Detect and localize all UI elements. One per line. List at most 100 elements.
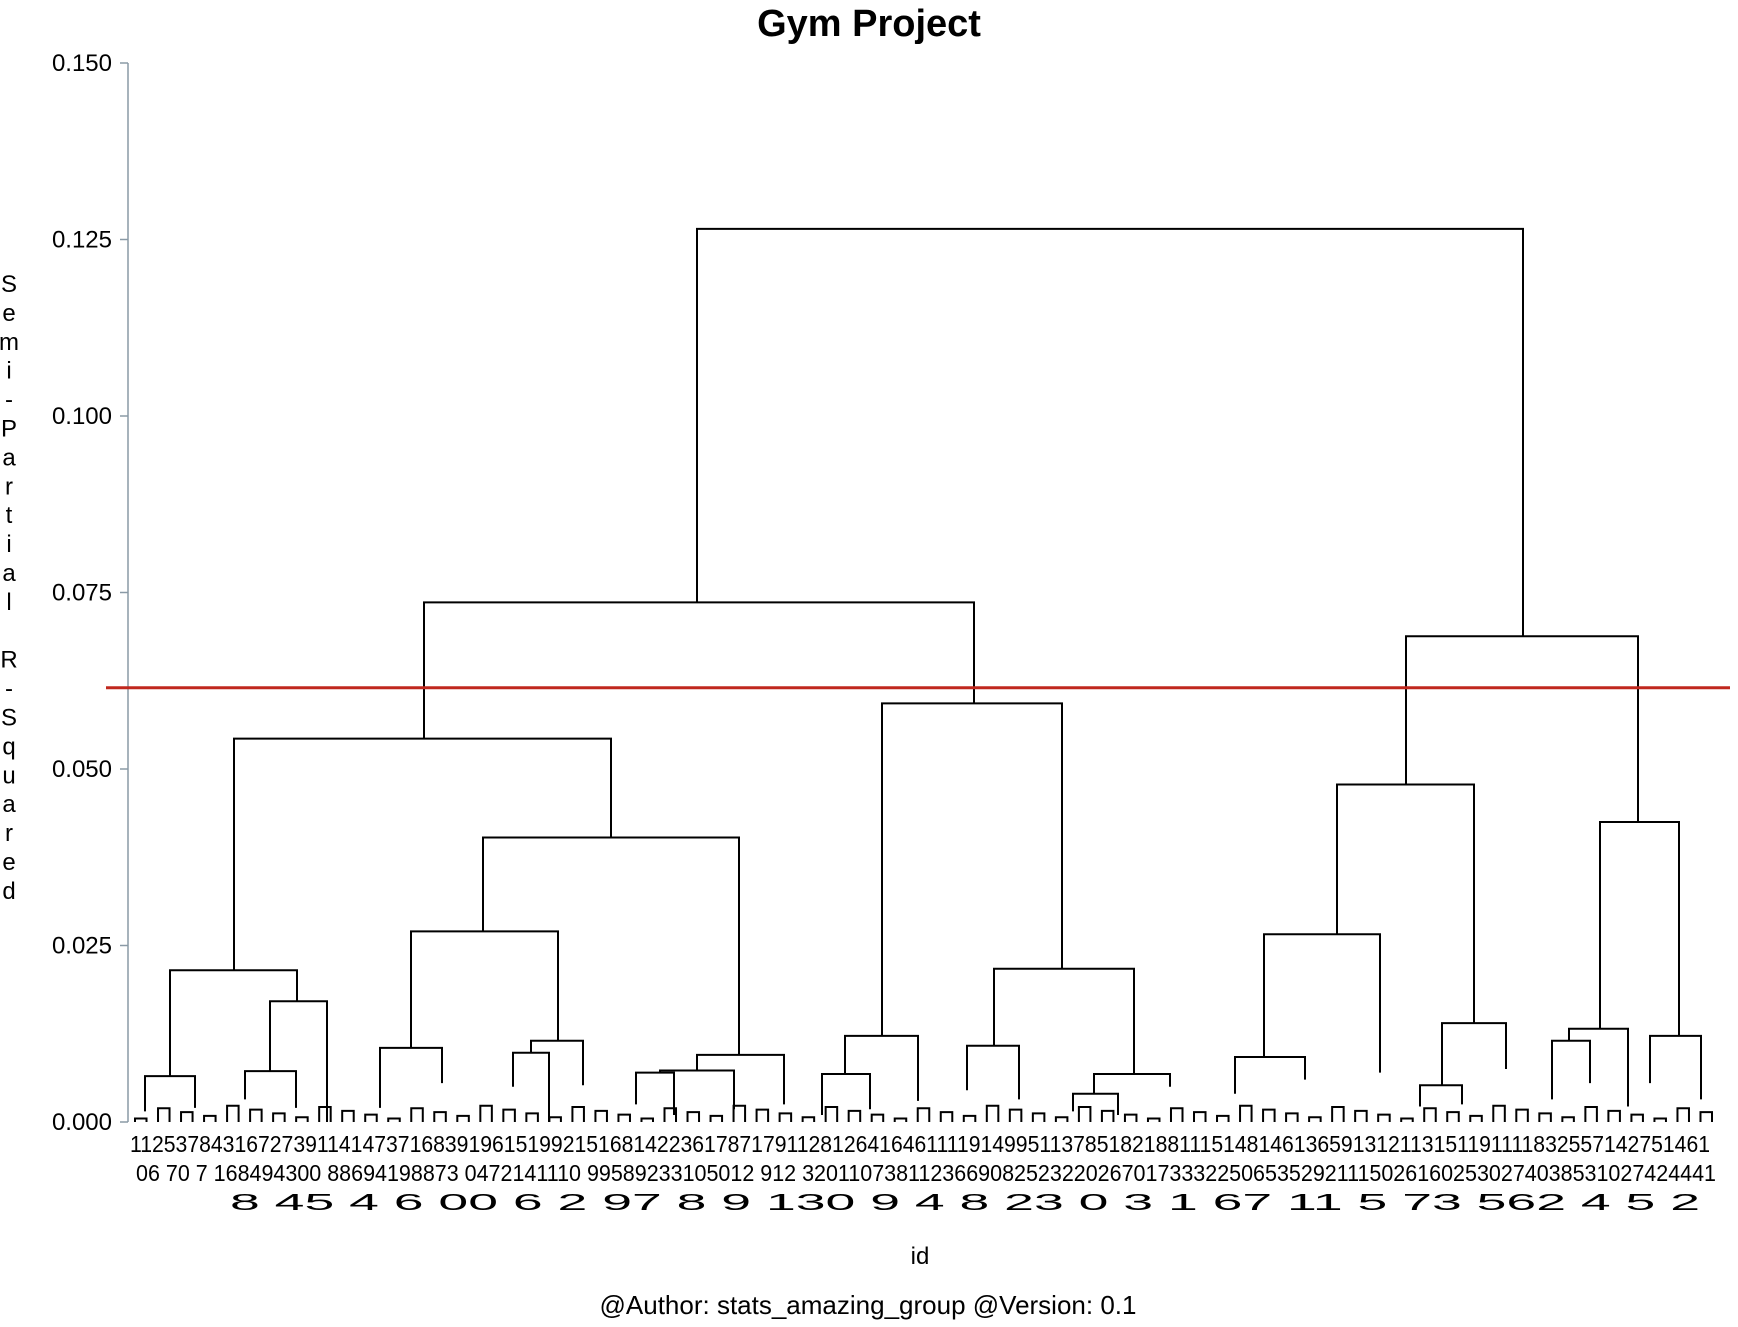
dendrogram-link (847, 1109, 862, 1122)
y-axis-label-char: u (2, 762, 15, 789)
dendrogram-link (1584, 1106, 1598, 1122)
dendrogram-link (617, 1113, 631, 1122)
y-tick-label: 0.075 (52, 580, 112, 607)
dendrogram-link (410, 1107, 424, 1122)
dendrogram-link (635, 1071, 675, 1115)
dendrogram-link (1400, 1117, 1414, 1122)
dendrogram-link (1216, 1114, 1230, 1122)
dendrogram-link (180, 1111, 194, 1122)
dendrogram-link (1599, 820, 1680, 1036)
dendrogram-link (755, 1108, 770, 1122)
dendrogram-link (341, 1109, 355, 1122)
y-axis-label-char: a (2, 791, 16, 818)
y-axis-label-char: q (2, 733, 15, 760)
dendrogram-link (1123, 1113, 1138, 1122)
y-axis-label-char: S (1, 705, 17, 732)
dendrogram-link (1331, 1106, 1345, 1122)
dendrogram-link (571, 1106, 585, 1122)
y-axis: 0.000 0.025 0.050 0.075 0.100 0.125 0.150 (52, 50, 129, 1136)
dendrogram-link (1354, 1109, 1368, 1122)
dendrogram-link (1262, 1108, 1276, 1122)
dendrogram-link (985, 1104, 1000, 1122)
dendrogram-link (696, 227, 1524, 637)
x-tick-label-row: 8 45 4 6 00 6 2 97 8 9 130 9 4 8 23 0 3 … (230, 1189, 1700, 1215)
dendrogram-link (1469, 1114, 1483, 1122)
x-axis-label: id (911, 1243, 930, 1270)
dendrogram-link (1551, 1039, 1591, 1100)
dendrogram-link (844, 1034, 919, 1101)
y-axis-label-char: l (6, 589, 11, 616)
dendrogram-link (479, 1104, 493, 1122)
dendrogram-link (1446, 1111, 1460, 1122)
dendrogram-link (824, 1106, 839, 1122)
dendrogram-link (916, 1107, 931, 1122)
dendrogram-link (1419, 1084, 1463, 1107)
dendrogram-link (530, 1039, 584, 1086)
dendrogram-link (1515, 1108, 1529, 1122)
dendrogram-link (1377, 1113, 1391, 1122)
footnote: @Author: stats_amazing_group @Version: 0… (600, 1290, 1137, 1320)
y-axis-label-char: m (0, 329, 19, 356)
dendrogram-link (1100, 1109, 1115, 1122)
dendrogram-link (881, 702, 1063, 1036)
y-axis-label-char: P (1, 416, 17, 443)
y-axis-label-char: e (2, 849, 15, 876)
dendrogram-link (1607, 1109, 1621, 1122)
dendrogram-link (893, 1117, 908, 1122)
dendrogram-link (732, 1104, 747, 1122)
dendrogram-link (1234, 1056, 1306, 1094)
dendrogram-link (387, 1117, 401, 1122)
dendrogram-link (482, 836, 740, 1055)
y-tick-label: 0.000 (52, 1109, 112, 1136)
dendrogram-link (1405, 635, 1639, 822)
dendrogram-link (525, 1112, 539, 1122)
dendrogram-link (1285, 1112, 1299, 1122)
dendrogram-link (594, 1109, 608, 1122)
dendrogram-link (709, 1114, 724, 1122)
chart-title: Gym Project (757, 3, 981, 45)
dendrogram-link (169, 969, 298, 1077)
dendrogram-link (1077, 1106, 1092, 1122)
dendrogram-link (1336, 783, 1475, 1024)
y-tick-label: 0.025 (52, 933, 112, 960)
dendrogram-link (157, 1107, 171, 1122)
dendrogram-link (640, 1117, 654, 1122)
y-axis-label-char: a (2, 560, 16, 587)
y-tick-label: 0.150 (52, 50, 112, 77)
dendrogram-link (1146, 1117, 1161, 1122)
dendrogram-link (203, 1114, 217, 1122)
dendrogram-link (512, 1051, 550, 1122)
dendrogram-link (663, 1107, 678, 1122)
x-tick-label-row: 1125378431672739114147371683919615199215… (130, 1131, 1710, 1157)
y-axis-label-char: t (6, 502, 13, 529)
dendrogram-link (821, 1072, 871, 1115)
dendrogram-link (456, 1114, 470, 1122)
dendrogram-link (1169, 1107, 1184, 1122)
y-tick-label: 0.100 (52, 403, 112, 430)
dendrogram-link (1093, 1072, 1171, 1094)
y-tick-label: 0.050 (52, 756, 112, 783)
dendrogram-link (244, 1070, 297, 1108)
dendrogram-link (1676, 1107, 1690, 1122)
y-axis-label-char: r (5, 820, 13, 847)
y-axis-label-char: - (5, 387, 13, 414)
dendrogram-link (1630, 1113, 1644, 1122)
y-axis-label-char: r (5, 473, 13, 500)
dendrogram-link (249, 1108, 263, 1122)
dendrogram-link (962, 1114, 977, 1122)
y-axis-label-char: i (6, 531, 11, 558)
y-axis-label-char: i (6, 358, 11, 385)
dendrogram-link (433, 1111, 447, 1122)
dendrogram-link (318, 1106, 332, 1122)
dendrogram-link (966, 1044, 1020, 1100)
dendrogram-link (1263, 933, 1381, 1073)
y-axis-label-char: e (2, 300, 15, 327)
dendrogram-link (686, 1111, 701, 1122)
dendrogram-link (423, 601, 975, 739)
dendrogram-link (1538, 1112, 1552, 1122)
y-axis-label-char: d (2, 878, 15, 905)
dendrogram-link (659, 1069, 735, 1110)
dendrogram-link (548, 1116, 562, 1122)
